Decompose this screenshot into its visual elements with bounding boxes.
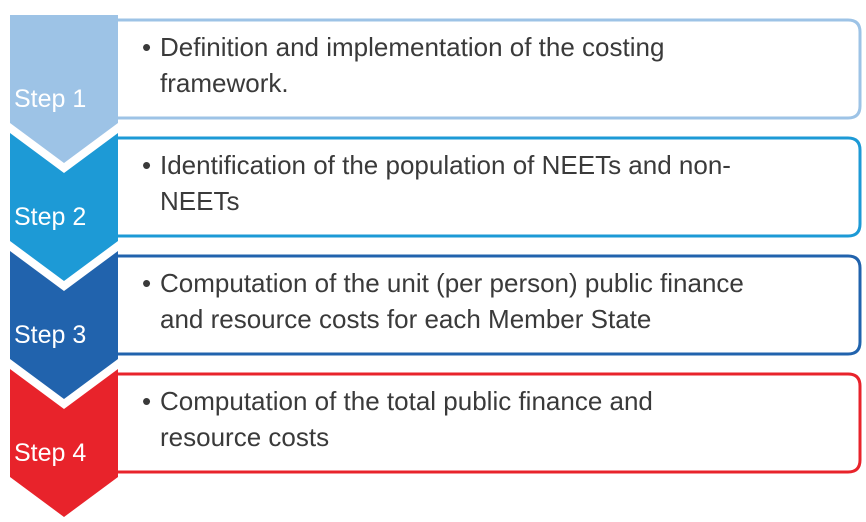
step-label: Step 1 (14, 85, 86, 113)
step-text: NEETs (160, 186, 239, 216)
step: Step 1 • Definition and implementation of … (10, 15, 862, 163)
step: Step 4 • Computation of the total public f… (10, 369, 862, 517)
step-text: and resource costs for each Member State (160, 304, 651, 334)
step-label: Step 4 (14, 439, 86, 467)
step: Step 2 • Identification of the population … (10, 133, 862, 281)
bullet: • (142, 386, 151, 416)
step-chevron (10, 251, 118, 399)
step-text: framework. (160, 68, 289, 98)
step-text: Computation of the total public finance … (160, 386, 653, 416)
step-chevron (10, 133, 118, 281)
step-label: Step 3 (14, 321, 86, 349)
step-chevron (10, 15, 118, 163)
step-chevron (10, 369, 118, 517)
step-label: Step 2 (14, 203, 86, 231)
step-box (118, 372, 862, 474)
step: Step 3 • Computation of the unit (per pers… (10, 251, 862, 399)
step-box (118, 136, 862, 238)
step-box (118, 18, 862, 120)
step-text: Identification of the population of NEET… (160, 150, 731, 180)
step-text: resource costs (160, 422, 329, 452)
step-box (118, 254, 862, 356)
step-text: Computation of the unit (per person) pub… (160, 268, 744, 298)
bullet: • (142, 268, 151, 298)
bullet: • (142, 150, 151, 180)
step-text: Definition and implementation of the cos… (160, 32, 664, 62)
bullet: • (142, 32, 151, 62)
